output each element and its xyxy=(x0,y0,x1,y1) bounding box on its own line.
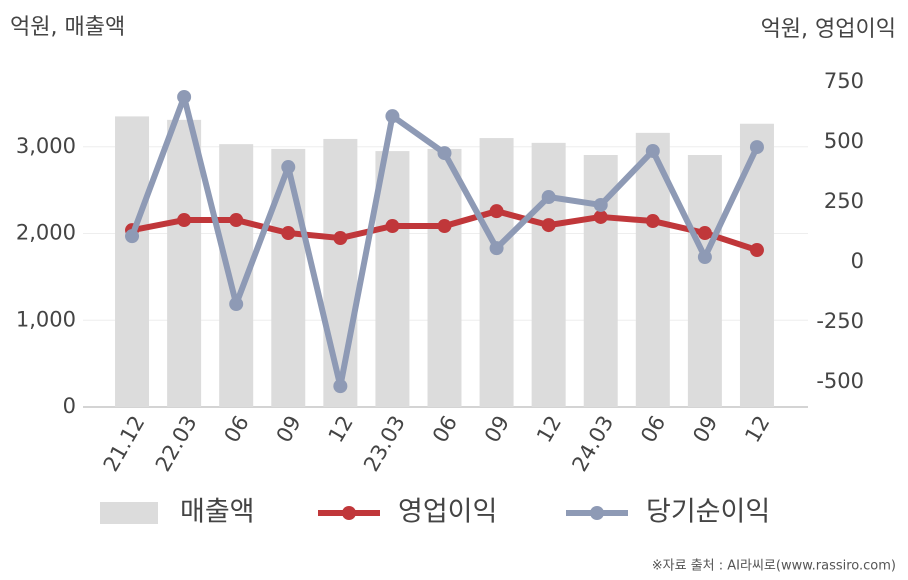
y-tick-label: 1,000 xyxy=(16,307,76,331)
x-tick-label: 22.03 xyxy=(151,412,202,476)
x-tick-label: 09 xyxy=(688,412,722,447)
point xyxy=(489,204,504,219)
legend-label: 당기순이익 xyxy=(646,497,770,528)
x-tick-label: 21.12 xyxy=(99,412,150,476)
point xyxy=(333,231,348,246)
point xyxy=(749,243,764,258)
x-tick-label: 12 xyxy=(740,412,774,447)
source-note: ※자료 출처 : AI라씨로(www.rassiro.com) xyxy=(652,559,896,574)
legend-swatch xyxy=(100,502,158,524)
point xyxy=(125,229,140,244)
point xyxy=(385,109,400,124)
point xyxy=(177,213,192,228)
bar xyxy=(323,138,358,407)
point xyxy=(645,214,660,229)
bar xyxy=(479,138,514,407)
point xyxy=(593,197,608,212)
point xyxy=(437,219,452,234)
point xyxy=(489,241,504,256)
x-tick-label: 06 xyxy=(428,412,462,447)
point xyxy=(697,226,712,241)
y2-tick-label: 0 xyxy=(851,249,864,273)
point xyxy=(697,250,712,265)
bar xyxy=(375,151,410,407)
x-tick-label: 09 xyxy=(272,412,306,447)
y2-tick-label: 250 xyxy=(824,189,864,213)
point xyxy=(541,218,556,233)
legend-swatch xyxy=(342,506,356,520)
y2-tick-label: -500 xyxy=(816,369,864,393)
y-axis-label: 억원, 매출액 xyxy=(10,15,125,40)
bar xyxy=(271,148,306,407)
point xyxy=(437,146,452,161)
x-tick-label: 12 xyxy=(532,412,566,447)
point xyxy=(229,213,244,228)
legend-label: 영업이익 xyxy=(398,497,497,528)
point xyxy=(281,160,296,175)
legend-label: 매출액 xyxy=(180,497,255,528)
x-tick-label: 23.03 xyxy=(359,412,410,476)
x-tick-label: 24.03 xyxy=(567,412,618,476)
point xyxy=(749,140,764,155)
point xyxy=(229,297,244,312)
x-tick-label: 12 xyxy=(324,412,358,447)
y2-tick-label: -250 xyxy=(816,309,864,333)
point xyxy=(333,379,348,394)
point xyxy=(645,143,660,158)
x-tick-label: 09 xyxy=(480,411,514,446)
point xyxy=(385,219,400,234)
y-tick-label: 3,000 xyxy=(16,134,76,158)
x-tick-label: 06 xyxy=(636,412,670,447)
x-tick-label: 06 xyxy=(220,412,254,447)
point xyxy=(281,226,296,241)
legend-swatch xyxy=(590,506,604,520)
point xyxy=(541,190,556,205)
bar xyxy=(687,154,722,407)
y-tick-label: 2,000 xyxy=(16,221,76,245)
y2-tick-label: 500 xyxy=(824,129,864,153)
y2-axis-label: 억원, 영업이익 xyxy=(761,17,896,42)
bar xyxy=(427,148,462,407)
bar xyxy=(167,119,202,408)
y-tick-label: 0 xyxy=(63,394,76,418)
bar xyxy=(115,116,150,407)
bar xyxy=(531,142,566,407)
point xyxy=(593,209,608,224)
point xyxy=(177,89,192,104)
y2-tick-label: 750 xyxy=(824,69,864,93)
